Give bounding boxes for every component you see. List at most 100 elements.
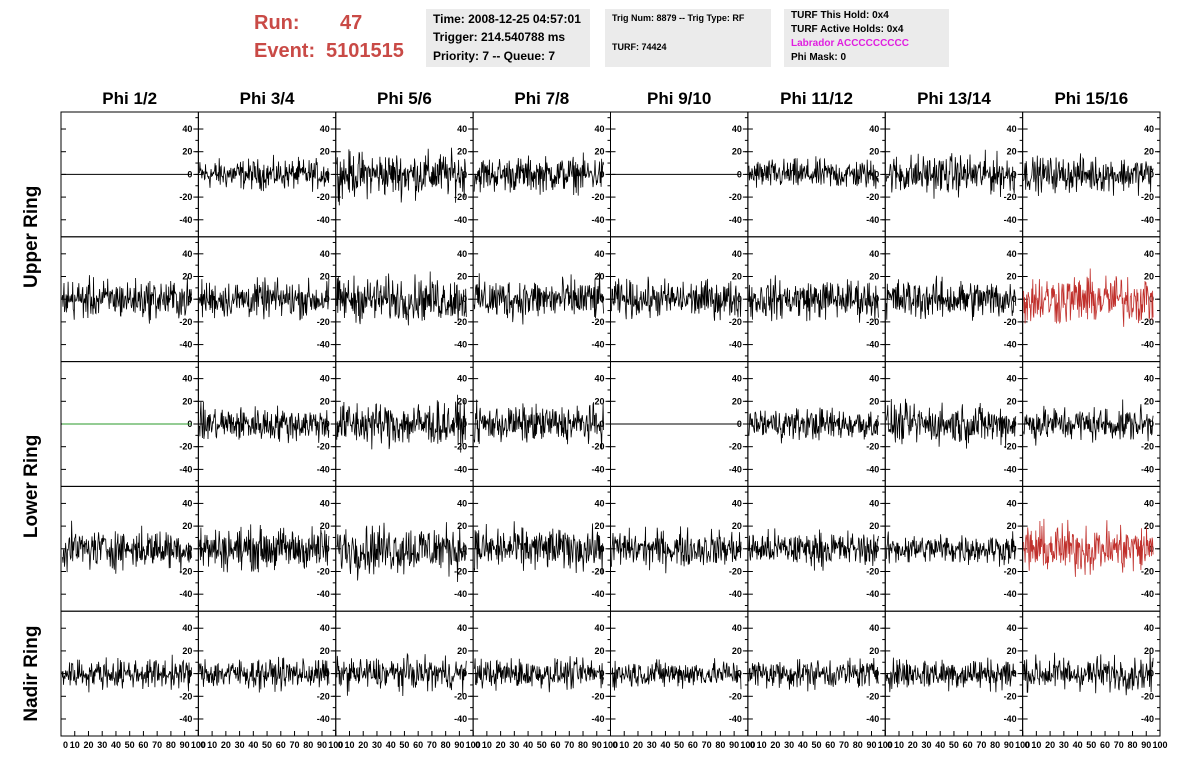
y-tick-label: 40 bbox=[182, 124, 192, 134]
y-tick-label: 40 bbox=[594, 124, 604, 134]
y-tick-label: -20 bbox=[1004, 192, 1017, 202]
time-text: Time: 2008-12-25 04:57:01 bbox=[433, 12, 581, 26]
x-tick-label: 90 bbox=[1004, 740, 1014, 750]
x-tick-label: 70 bbox=[1114, 740, 1124, 750]
x-tick-label: 10 bbox=[482, 740, 492, 750]
x-tick-label: 0 bbox=[750, 740, 755, 750]
run-value: 47 bbox=[340, 12, 363, 34]
x-tick-label: 30 bbox=[784, 740, 794, 750]
y-tick-label: 20 bbox=[320, 521, 330, 531]
y-tick-label: -40 bbox=[591, 714, 604, 724]
waveform-trace bbox=[885, 149, 1016, 199]
y-tick-label: -20 bbox=[179, 442, 192, 452]
waveform-trace bbox=[885, 657, 1017, 693]
x-tick-label: 10 bbox=[344, 740, 354, 750]
y-tick-label: -20 bbox=[729, 442, 742, 452]
waveform-trace bbox=[1023, 518, 1154, 577]
x-tick-label: 10 bbox=[207, 740, 217, 750]
y-tick-label: -20 bbox=[1004, 442, 1017, 452]
y-tick-label: -40 bbox=[179, 589, 192, 599]
column-label: Phi 3/4 bbox=[240, 89, 295, 108]
y-tick-label: -40 bbox=[317, 215, 330, 225]
x-tick-label: 20 bbox=[908, 740, 918, 750]
y-tick-label: 40 bbox=[1007, 249, 1017, 259]
waveform-trace bbox=[336, 522, 467, 583]
ring-label: Nadir Ring bbox=[21, 626, 42, 722]
x-tick-label: 60 bbox=[551, 740, 561, 750]
x-tick-label: 100 bbox=[603, 740, 618, 750]
y-tick-label: 40 bbox=[320, 249, 330, 259]
y-tick-label: 40 bbox=[594, 498, 604, 508]
x-tick-label: 0 bbox=[613, 740, 618, 750]
y-tick-label: 20 bbox=[182, 646, 192, 656]
y-tick-label: 40 bbox=[594, 374, 604, 384]
x-tick-label: 40 bbox=[248, 740, 258, 750]
x-tick-label: 80 bbox=[578, 740, 588, 750]
x-tick-label: 10 bbox=[1031, 740, 1041, 750]
y-tick-label: 20 bbox=[869, 396, 879, 406]
column-label: Phi 11/12 bbox=[780, 89, 853, 108]
x-tick-label: 100 bbox=[328, 740, 343, 750]
y-tick-label: 20 bbox=[320, 396, 330, 406]
x-tick-label: 30 bbox=[509, 740, 519, 750]
y-tick-label: 0 bbox=[874, 294, 879, 304]
x-tick-label: 100 bbox=[1152, 740, 1167, 750]
waveform-trace bbox=[748, 275, 879, 323]
y-tick-label: -40 bbox=[179, 464, 192, 474]
x-tick-label: 60 bbox=[1100, 740, 1110, 750]
y-tick-label: -20 bbox=[454, 192, 467, 202]
y-tick-label: 40 bbox=[732, 374, 742, 384]
y-tick-label: -40 bbox=[317, 714, 330, 724]
y-tick-label: -20 bbox=[179, 691, 192, 701]
x-tick-label: 90 bbox=[592, 740, 602, 750]
y-tick-label: 40 bbox=[457, 498, 467, 508]
y-tick-label: -40 bbox=[729, 589, 742, 599]
x-tick-label: 30 bbox=[1059, 740, 1069, 750]
y-tick-label: 40 bbox=[1144, 374, 1154, 384]
x-tick-label: 30 bbox=[97, 740, 107, 750]
waveform-trace bbox=[336, 394, 467, 453]
y-tick-label: 40 bbox=[869, 374, 879, 384]
x-tick-label: 70 bbox=[839, 740, 849, 750]
y-tick-label: -20 bbox=[1004, 566, 1017, 576]
trigger-text: Trigger: 214.540788 ms bbox=[433, 30, 566, 44]
y-tick-label: 20 bbox=[320, 646, 330, 656]
y-tick-label: 40 bbox=[320, 498, 330, 508]
waveform-trace bbox=[336, 652, 467, 697]
x-tick-label: 0 bbox=[475, 740, 480, 750]
waveform-trace bbox=[336, 271, 467, 326]
y-tick-label: -40 bbox=[729, 215, 742, 225]
waveform-trace bbox=[61, 520, 192, 574]
y-tick-label: -40 bbox=[729, 464, 742, 474]
x-tick-label: 40 bbox=[386, 740, 396, 750]
turf-text: TURF: 74424 bbox=[612, 42, 667, 52]
y-tick-label: 40 bbox=[732, 623, 742, 633]
x-tick-label: 40 bbox=[798, 740, 808, 750]
y-tick-label: 20 bbox=[182, 521, 192, 531]
y-tick-label: -40 bbox=[591, 464, 604, 474]
x-tick-label: 50 bbox=[125, 740, 135, 750]
x-tick-label: 30 bbox=[647, 740, 657, 750]
y-tick-label: 20 bbox=[594, 646, 604, 656]
turf-active-text: TURF Active Holds: 0x4 bbox=[791, 24, 904, 35]
x-tick-label: 20 bbox=[496, 740, 506, 750]
y-tick-label: -40 bbox=[866, 714, 879, 724]
y-tick-label: 20 bbox=[457, 396, 467, 406]
y-tick-label: 20 bbox=[1144, 521, 1154, 531]
x-tick-label: 70 bbox=[427, 740, 437, 750]
y-tick-label: -40 bbox=[591, 340, 604, 350]
x-tick-label: 50 bbox=[812, 740, 822, 750]
y-tick-label: -40 bbox=[866, 464, 879, 474]
x-tick-label: 20 bbox=[221, 740, 231, 750]
waveform-trace bbox=[473, 399, 604, 450]
y-tick-label: -40 bbox=[866, 340, 879, 350]
y-tick-label: -20 bbox=[866, 442, 879, 452]
y-tick-label: -20 bbox=[317, 566, 330, 576]
x-tick-label: 50 bbox=[262, 740, 272, 750]
y-tick-label: -40 bbox=[179, 215, 192, 225]
x-tick-label: 40 bbox=[523, 740, 533, 750]
waveform-trace bbox=[61, 275, 192, 324]
y-tick-label: -20 bbox=[317, 317, 330, 327]
x-tick-label: 50 bbox=[399, 740, 409, 750]
column-label: Phi 5/6 bbox=[377, 89, 432, 108]
